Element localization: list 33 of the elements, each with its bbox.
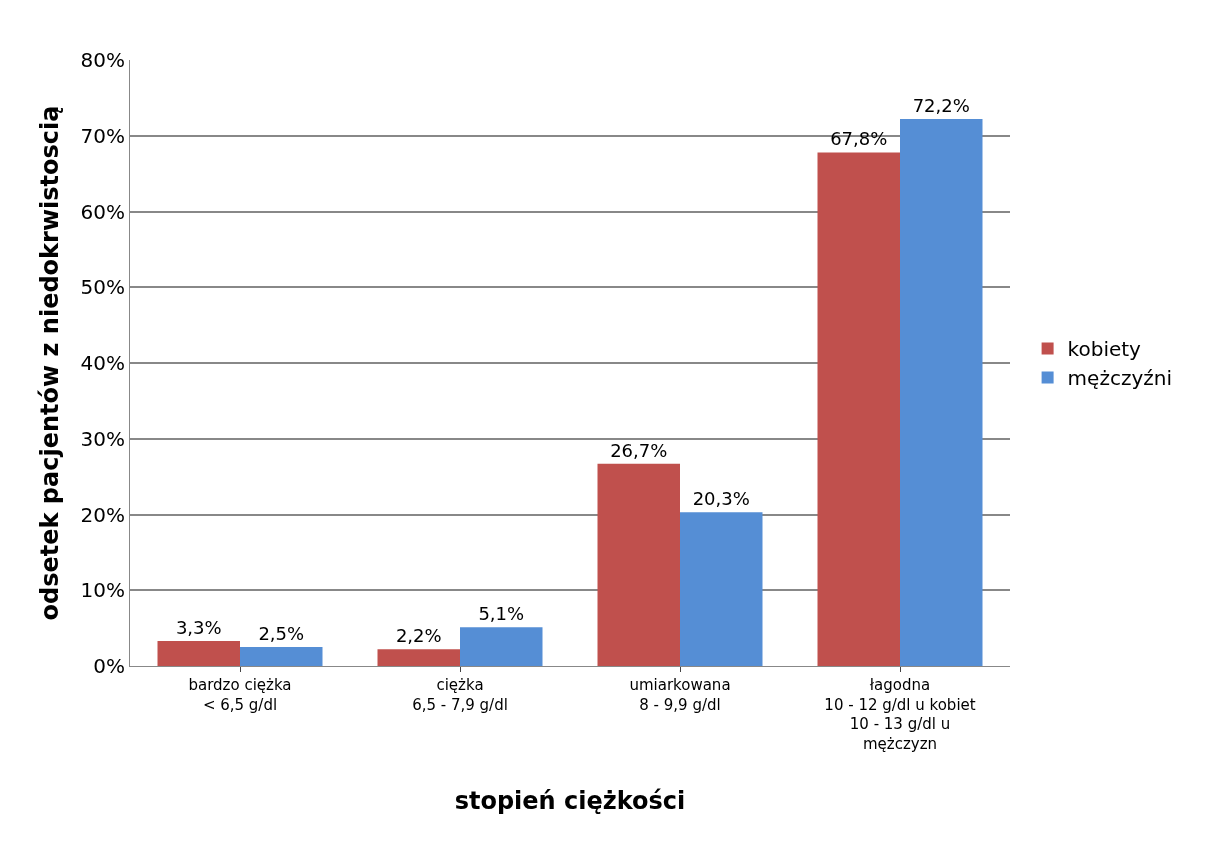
- y-tick-label: 10%: [80, 578, 125, 603]
- data-label: 26,7%: [610, 439, 668, 461]
- bar: [597, 463, 680, 666]
- bar: [817, 152, 900, 666]
- bar: [157, 641, 240, 666]
- y-tick-label: 40%: [80, 351, 125, 375]
- x-tick-label: łagodna 10 - 12 g/dl u kobiet 10 - 13 g/dl u mężczyzn: [824, 676, 976, 753]
- legend-label: mężczyźni: [1067, 366, 1172, 391]
- bar: [900, 119, 983, 666]
- y-tick-label: 20%: [80, 502, 125, 527]
- y-axis-title: odsetek pacjentów z niedokrwistoscią: [35, 105, 64, 621]
- x-tick-label: umiarkowana 8 - 9,9 g/dl: [629, 676, 731, 714]
- data-label: 67,8%: [830, 128, 888, 150]
- legend-label: kobiety: [1067, 337, 1142, 362]
- bar: [460, 627, 543, 666]
- x-tick-label: ciężka 6,5 - 7,9 g/dl: [412, 676, 508, 714]
- data-label: 5,1%: [478, 603, 525, 625]
- data-label: 72,2%: [912, 95, 970, 117]
- y-tick-label: 30%: [80, 426, 125, 451]
- data-label: 20,3%: [692, 488, 750, 510]
- y-tick-label: 50%: [80, 275, 125, 300]
- x-axis-title: stopień ciężkości: [454, 786, 686, 815]
- bar: [377, 649, 460, 666]
- bar: [680, 512, 763, 666]
- data-label: 2,5%: [258, 623, 305, 645]
- y-tick-label: 70%: [80, 123, 125, 148]
- y-tick-label: 0%: [93, 654, 125, 678]
- y-tick-label: 80%: [80, 48, 125, 72]
- data-label: 2,2%: [395, 625, 442, 647]
- x-tick-label: bardzo ciężka < 6,5 g/dl: [188, 676, 292, 714]
- bar: [240, 647, 323, 666]
- y-tick-label: 60%: [80, 199, 125, 224]
- data-label: 3,3%: [175, 617, 222, 638]
